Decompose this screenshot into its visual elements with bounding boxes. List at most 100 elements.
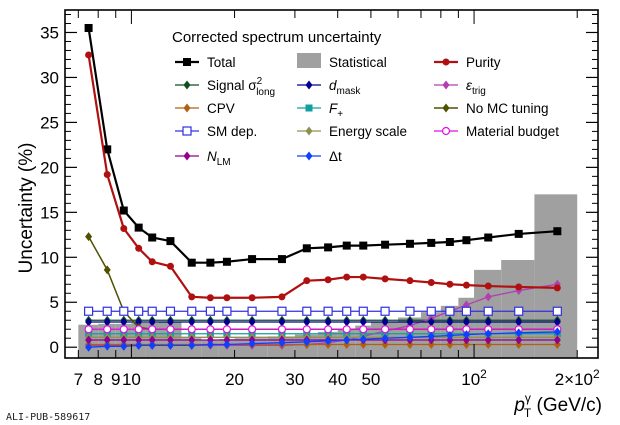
data-point (278, 338, 286, 348)
legend-marker (305, 80, 313, 90)
data-point (342, 306, 352, 316)
legend-entry-total: Total (175, 55, 236, 70)
data-point (515, 283, 523, 291)
data-point (553, 317, 561, 327)
data-point (222, 306, 232, 316)
data-point (427, 331, 435, 341)
data-point (166, 317, 174, 327)
data-point (514, 306, 524, 316)
legend-entry-purity: Purity (434, 55, 501, 70)
legend-marker (305, 126, 313, 136)
data-point (148, 317, 156, 327)
legend-title: Corrected spectrum uncertainty (172, 29, 382, 46)
data-point (406, 332, 414, 342)
legend-marker (442, 58, 450, 66)
data-point (515, 335, 523, 345)
data-point (483, 306, 493, 316)
legend-marker (183, 151, 191, 161)
data-point (484, 317, 492, 327)
series-line (87, 54, 558, 299)
data-point (381, 317, 389, 327)
data-point (427, 238, 436, 247)
y-tick-label: 20 (40, 158, 59, 177)
data-point (247, 325, 257, 334)
y-tick-label: 15 (40, 203, 59, 222)
legend-entry-signal: Signal σ2 long (175, 76, 275, 98)
data-point (206, 325, 215, 334)
data-point (446, 280, 454, 288)
legend-marker (305, 104, 313, 112)
data-point (187, 306, 197, 316)
legend-label: Energy scale (329, 124, 407, 139)
data-point (223, 340, 231, 350)
legend-entry-d: dmask (297, 78, 361, 97)
series-t (85, 327, 561, 352)
legend-marker (441, 126, 451, 136)
data-point (484, 329, 492, 339)
data-point (343, 273, 351, 281)
data-point (85, 232, 93, 242)
data-point (462, 335, 470, 345)
data-point (446, 317, 454, 327)
data-point (380, 325, 390, 334)
data-point (103, 317, 111, 327)
data-point (187, 258, 196, 267)
data-point (427, 278, 435, 286)
legend-entry-statistical: Statistical (297, 53, 387, 70)
legend-entry-no-mc-tuning: No MC tuning (434, 101, 549, 116)
x-tick-label: 8 (93, 370, 102, 389)
y-tick-label: 5 (50, 293, 59, 312)
data-point (484, 282, 492, 290)
data-point (277, 255, 286, 264)
legend-entry-: εtrig (434, 78, 486, 97)
data-point (166, 325, 175, 334)
data-point (223, 317, 231, 327)
data-point (343, 317, 351, 327)
legend-marker (182, 126, 192, 136)
data-point (206, 340, 214, 350)
data-point (84, 306, 94, 316)
data-point (102, 306, 112, 316)
legend-entry-sm-dep: SM dep. (175, 124, 257, 139)
y-tick-label: 25 (40, 113, 59, 132)
legend-marker (183, 80, 191, 90)
data-point (120, 341, 128, 351)
data-point (278, 293, 286, 301)
legend-label: NLM (207, 149, 231, 168)
data-point (462, 236, 471, 245)
data-point (85, 317, 93, 327)
data-point (120, 225, 128, 233)
data-point (359, 273, 367, 281)
data-point (103, 341, 111, 351)
data-point (484, 233, 493, 242)
data-point (445, 238, 454, 246)
data-point (166, 262, 174, 270)
data-point (324, 243, 333, 252)
data-point (381, 333, 389, 343)
data-point (103, 325, 112, 334)
data-point (343, 335, 351, 345)
data-point (103, 145, 112, 154)
data-point (405, 325, 415, 334)
legend-label: εtrig (466, 78, 486, 97)
data-point (553, 335, 561, 345)
data-point (135, 244, 143, 252)
legend-label: SM dep. (207, 124, 257, 139)
legend-entry-t: Δt (297, 149, 342, 164)
x-tick-label: 30 (285, 370, 304, 389)
data-point (147, 306, 157, 316)
data-point (427, 325, 436, 334)
data-point (359, 325, 368, 334)
legend: Corrected spectrum uncertainty Total Stati… (172, 29, 559, 168)
data-point (553, 227, 562, 236)
data-point (166, 237, 175, 246)
data-point (462, 281, 470, 289)
data-point (446, 331, 454, 341)
legend-marker (305, 151, 313, 161)
data-point (135, 335, 143, 345)
data-point (206, 258, 215, 267)
legend-marker (442, 80, 450, 90)
data-point (484, 335, 492, 345)
data-point (359, 334, 367, 344)
y-tick-label: 35 (40, 23, 59, 42)
